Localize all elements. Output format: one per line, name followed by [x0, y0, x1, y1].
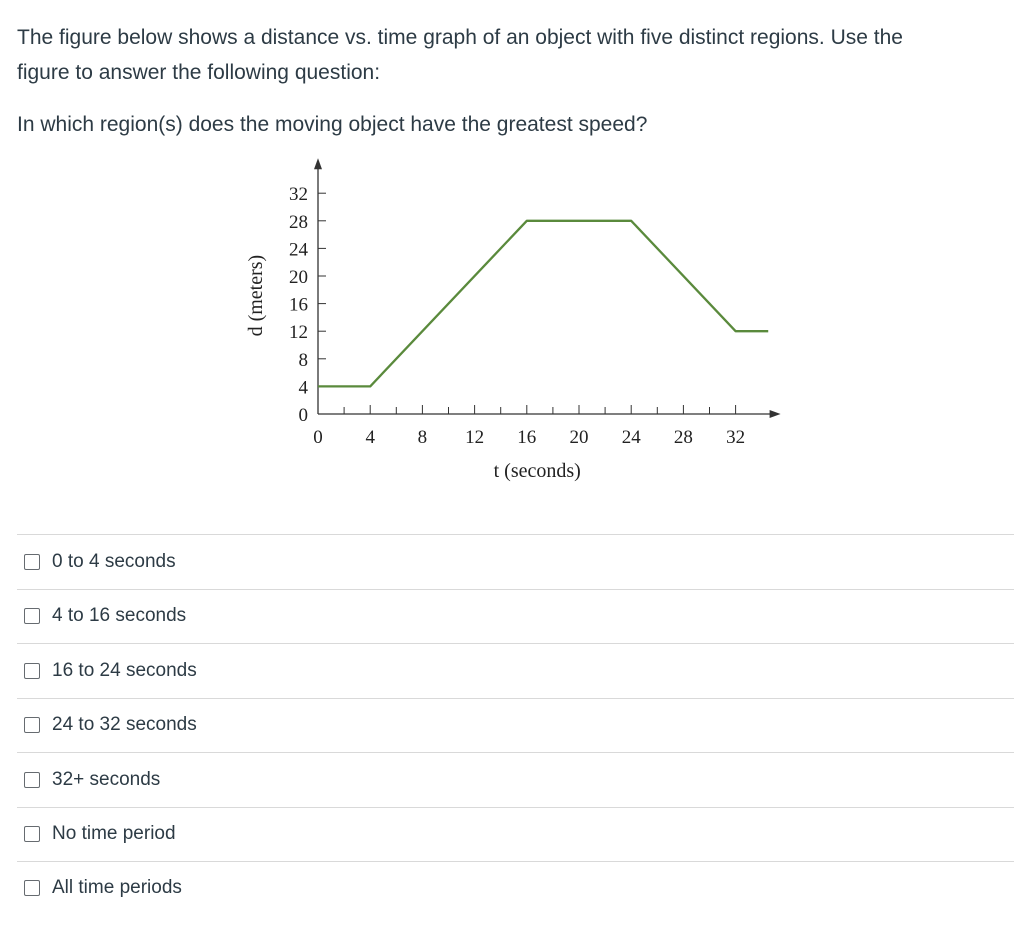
- x-tick-label: 16: [517, 427, 536, 448]
- y-axis-arrow: [314, 158, 322, 170]
- y-tick-label: 32: [289, 184, 308, 205]
- answer-option-0-to-4[interactable]: 0 to 4 seconds: [17, 534, 1014, 589]
- y-tick-label: 16: [289, 295, 308, 316]
- y-tick-label: 20: [289, 267, 308, 288]
- answer-label: 0 to 4 seconds: [52, 550, 176, 572]
- y-tick-label: 4: [299, 377, 309, 398]
- y-tick-label: 8: [299, 350, 309, 371]
- checkbox[interactable]: [24, 880, 40, 897]
- question-prompt: In which region(s) does the moving objec…: [17, 113, 648, 136]
- answer-option-16-to-24[interactable]: 16 to 24 seconds: [17, 643, 1014, 698]
- x-tick-label: 24: [622, 427, 642, 448]
- y-tick-label: 12: [289, 322, 308, 343]
- checkbox[interactable]: [24, 553, 40, 570]
- answer-label: 4 to 16 seconds: [52, 605, 187, 627]
- question-intro-line-2: figure to answer the following question:: [17, 61, 381, 84]
- answer-label: No time period: [52, 823, 176, 845]
- answer-label: 32+ seconds: [52, 768, 161, 790]
- x-axis-label: t (seconds): [494, 460, 581, 482]
- x-tick-label: 4: [365, 427, 375, 448]
- x-tick-label: 8: [418, 427, 428, 448]
- checkbox[interactable]: [24, 608, 40, 625]
- answer-label: 24 to 32 seconds: [52, 714, 197, 736]
- y-tick-label: 0: [299, 405, 309, 426]
- x-tick-label: 32: [726, 427, 745, 448]
- x-tick-label: 28: [674, 427, 693, 448]
- x-tick-label: 0: [313, 427, 323, 448]
- answer-list: 0 to 4 seconds 4 to 16 seconds 16 to 24 …: [17, 534, 1014, 916]
- checkbox[interactable]: [24, 717, 40, 734]
- answer-label: 16 to 24 seconds: [52, 659, 197, 681]
- question-intro-line-1: The figure below shows a distance vs. ti…: [17, 26, 903, 49]
- answer-label: All time periods: [52, 877, 182, 899]
- y-tick-label: 28: [289, 212, 308, 233]
- distance-time-figure: 0 4 8 12 16 20 24 28 32 0 4 8 12 16 20 24 28 32 t (seconds…: [245, 158, 781, 482]
- distance-time-chart: 0 4 8 12 16 20 24 28 32 0 4 8 12 16 20 24 28 32 t (seconds…: [245, 158, 781, 482]
- y-tick-label: 24: [289, 239, 309, 260]
- x-axis-arrow: [769, 410, 781, 418]
- answer-option-4-to-16[interactable]: 4 to 16 seconds: [17, 588, 1014, 644]
- checkbox[interactable]: [24, 826, 40, 843]
- answer-option-24-to-32[interactable]: 24 to 32 seconds: [17, 697, 1014, 753]
- answer-option-32-plus[interactable]: 32+ seconds: [17, 752, 1014, 807]
- answer-option-all-time[interactable]: All time periods: [17, 861, 1014, 916]
- distance-series-line: [318, 219, 769, 388]
- checkbox[interactable]: [24, 771, 40, 788]
- checkbox[interactable]: [24, 662, 40, 679]
- x-tick-label: 20: [570, 427, 589, 448]
- answer-option-no-time[interactable]: No time period: [17, 806, 1014, 862]
- x-tick-label: 12: [465, 427, 484, 448]
- question-text: The figure below shows a distance vs. ti…: [17, 20, 1007, 142]
- y-axis-label: d (meters): [245, 255, 267, 337]
